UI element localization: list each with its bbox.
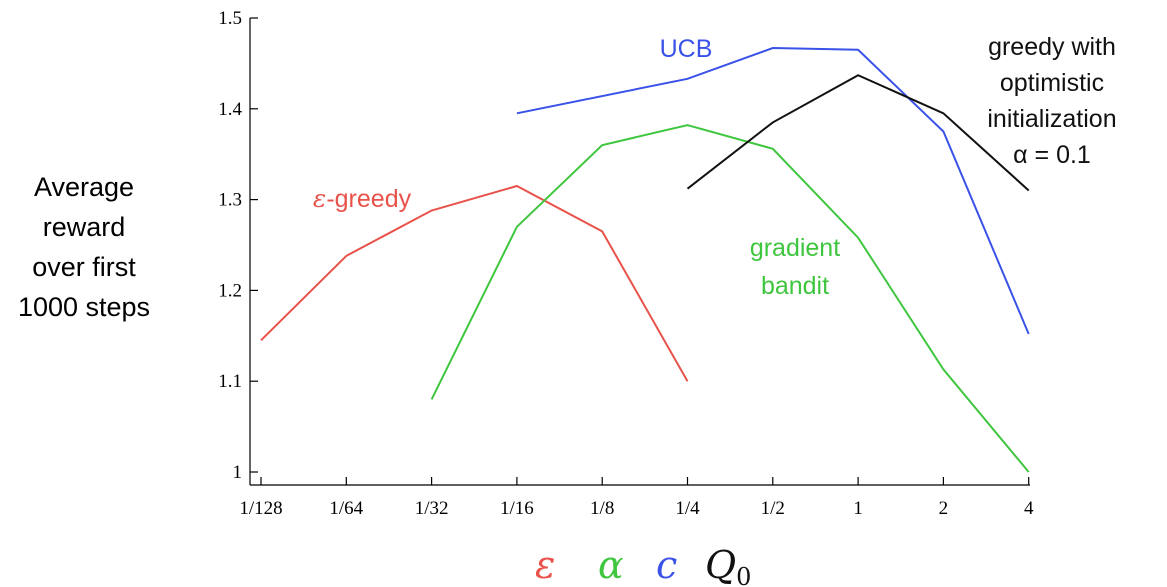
y-axis-label: Average reward over first 1000 steps	[18, 172, 150, 322]
x-tick-label: 1/8	[590, 498, 614, 519]
y-axis-label-line: Average	[34, 172, 134, 202]
y-axis-label-line: reward	[43, 212, 126, 242]
x-tick-label: 2	[939, 498, 949, 519]
x-tick-label: 1/64	[329, 498, 363, 519]
y-tick-label: 1.5	[218, 8, 242, 29]
series-label-3: α = 0.1	[1013, 141, 1091, 169]
series-label-3: optimistic	[1000, 69, 1104, 97]
x-tick-label: 1/16	[500, 498, 534, 519]
y-tick-label: 1	[233, 462, 243, 483]
y-tick-label: 1.3	[218, 190, 242, 211]
series-label-3: initialization	[987, 105, 1116, 133]
series-label-0: ε-greedy	[313, 184, 412, 213]
y-axis-label-line: over first	[32, 252, 136, 282]
x-tick-label: 1/2	[761, 498, 785, 519]
series-lines	[260, 46, 1030, 473]
series-line-0	[260, 184, 689, 382]
param-symbol: ε	[535, 543, 555, 587]
param-symbol: α	[598, 543, 624, 587]
series-label-1: gradient	[750, 234, 840, 262]
x-tick-label: 1/4	[675, 498, 700, 519]
x-tick-label: 1/128	[239, 498, 282, 519]
axes	[249, 18, 1030, 486]
series-label-1: bandit	[761, 272, 829, 300]
series-line-2	[516, 46, 1030, 335]
series-label-2: UCB	[660, 35, 713, 63]
series-label-3: greedy with	[988, 33, 1116, 61]
y-axis-label-line: 1000 steps	[18, 292, 150, 322]
series-labels: ε-greedy gradient bandit UCB greedy with opti…	[313, 33, 1117, 300]
x-tick-label: 1	[853, 498, 863, 519]
x-tick-label: 1/32	[415, 498, 449, 519]
param-symbol: Q0	[705, 543, 751, 587]
ticks: 1 1.1 1.2 1.3 1.4 1.5 1/128 1/64 1/32 1/16 1/8 1/4 1…	[218, 8, 1034, 519]
param-symbol: c	[656, 543, 677, 587]
y-tick-label: 1.2	[218, 280, 242, 301]
series-line-1	[430, 124, 1030, 473]
x-parameter-symbols: ε α c Q0	[535, 543, 751, 587]
y-tick-label: 1.4	[218, 99, 242, 120]
y-tick-label: 1.1	[218, 371, 242, 392]
x-tick-label: 4	[1024, 498, 1034, 519]
series-line-3	[686, 74, 1030, 192]
